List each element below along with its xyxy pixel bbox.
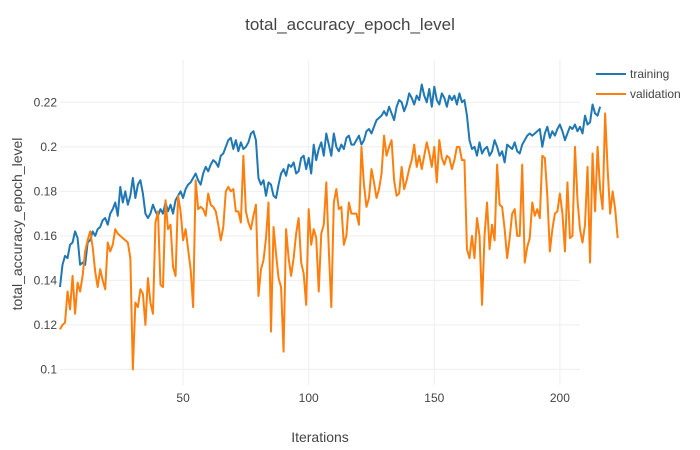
legend-item-training[interactable]: training [596, 67, 669, 81]
x-tick-label: 50 [176, 391, 190, 405]
x-tick-label: 100 [299, 391, 319, 405]
legend-label-training: training [630, 67, 669, 81]
series-line-validation [59, 112, 619, 371]
legend[interactable]: training validation [596, 67, 681, 101]
series-lines [59, 83, 619, 371]
y-tick-label: 0.18 [34, 184, 58, 198]
tick-labels: 0.1 0.12 0.14 0.16 0.18 0.2 0.22 50 100 150 200 [34, 95, 571, 405]
x-tick-label: 150 [424, 391, 444, 405]
y-tick-label: 0.14 [34, 273, 58, 287]
grid [60, 60, 580, 385]
y-tick-label: 0.1 [40, 362, 57, 376]
y-tick-label: 0.16 [34, 229, 58, 243]
chart-title: total_accuracy_epoch_level [245, 15, 455, 34]
series-line-training [59, 83, 602, 288]
y-tick-label: 0.2 [40, 140, 57, 154]
legend-item-validation[interactable]: validation [596, 87, 681, 101]
legend-label-validation: validation [630, 87, 681, 101]
y-axis-title: total_accuracy_epoch_level [9, 138, 25, 311]
x-axis-title: Iterations [291, 429, 349, 445]
y-tick-label: 0.12 [34, 318, 58, 332]
y-tick-label: 0.22 [34, 95, 58, 109]
x-tick-label: 200 [550, 391, 570, 405]
